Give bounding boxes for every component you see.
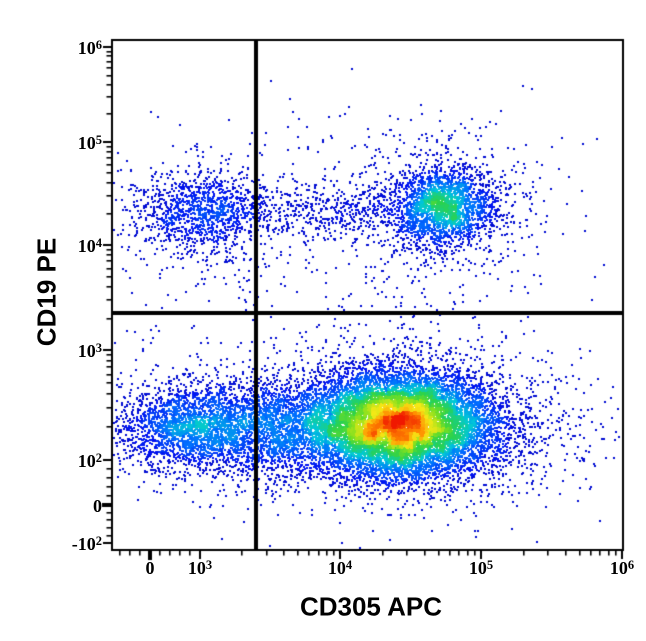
y-tick-label: 105 xyxy=(77,132,102,153)
y-tick-label: -102 xyxy=(71,533,102,554)
y-tick-label: 0 xyxy=(93,495,102,516)
x-axis-title: CD305 APC xyxy=(299,591,443,622)
y-tick-label: 103 xyxy=(77,340,102,361)
x-tick-label: 106 xyxy=(609,558,635,578)
y-axis-title: CD19 PE xyxy=(31,237,62,347)
y-tick-label: 102 xyxy=(77,450,102,471)
x-tick-label: 0 xyxy=(145,558,155,578)
x-tick-label: 103 xyxy=(187,558,213,578)
y-tick-label: 104 xyxy=(77,235,102,256)
x-tick-label: 104 xyxy=(327,558,353,578)
x-tick-label: 105 xyxy=(468,558,494,578)
y-tick-label: 106 xyxy=(77,37,102,58)
